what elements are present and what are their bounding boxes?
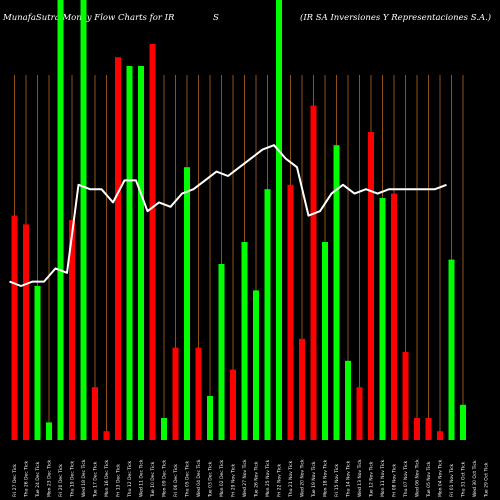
bar-green (253, 290, 259, 440)
x-tick-labels: Fri 27 Dec Tick Thu 26 Dec Tick Tue 24 Dec… (12, 459, 490, 498)
x-tick-label: Fri 08 Nov Tick (392, 464, 398, 497)
x-tick-label: Fri 01 Nov Tick (449, 464, 455, 497)
x-tick-label: Tue 26 Nov Tick (254, 461, 260, 498)
x-tick-label: Mon 16 Dec Tick (104, 459, 110, 497)
x-tick-label: Thu 12 Dec Tick (127, 460, 133, 498)
x-tick-label: Mon 18 Nov Tick (323, 459, 329, 497)
x-tick-label: Fri 27 Dec Tick (12, 464, 18, 497)
x-tick-label: Tue 05 Nov Tick (426, 461, 432, 498)
bar-red (230, 369, 236, 440)
bar-red (425, 418, 432, 440)
x-tick-label: Tue 03 Dec Tick (208, 461, 214, 498)
bar-red (287, 184, 294, 440)
x-tick-label: Mon 04 Nov Tick (438, 459, 444, 497)
x-tick-label: Mon 09 Dec Tick (162, 459, 168, 497)
bar-green (218, 264, 225, 440)
bar-green (241, 242, 248, 440)
bar-green (460, 404, 466, 440)
x-tick-label: Fri 06 Dec Tick (173, 464, 179, 497)
x-tick-label: Thu 14 Nov Tick (346, 460, 352, 498)
x-tick-label: Tue 24 Dec Tick (35, 461, 41, 498)
bar-red (299, 338, 305, 440)
bar-green (322, 242, 328, 440)
bar-red (195, 347, 202, 440)
bar-red (115, 57, 121, 440)
x-tick-label: Tue 10 Dec Tick (150, 461, 156, 498)
bar-green (207, 396, 213, 440)
x-tick-label: Fri 20 Dec Tick (58, 464, 64, 497)
bar-green (345, 360, 351, 440)
x-tick-label: Mon 11 Nov Tick (380, 459, 386, 497)
x-tick-label: Thu 07 Nov Tick (403, 460, 409, 498)
bar-green (126, 66, 133, 440)
x-tick-label: Thu 26 Dec Tick (24, 460, 30, 498)
bar-green (379, 198, 386, 440)
bar-red (69, 220, 75, 440)
x-tick-label: Thu 31 Oct Tick (461, 461, 467, 498)
bar-green (448, 259, 455, 440)
bar-green (333, 145, 340, 440)
bar-green (161, 418, 167, 440)
x-tick-label: Tue 12 Nov Tick (369, 461, 375, 498)
bar-red (414, 418, 420, 440)
x-tick-label: Tue 29 Oct Tick (484, 462, 490, 498)
x-tick-label: Wed 20 Nov Tick (300, 459, 306, 497)
bar-green (264, 189, 271, 440)
x-tick-label: Wed 27 Nov Tick (242, 459, 248, 497)
money-flow-line (9, 144, 447, 287)
x-tick-label: Fri 22 Nov Tick (277, 464, 283, 497)
x-tick-label: Mon 25 Nov Tick (265, 459, 271, 497)
x-tick-label: Mon 23 Dec Tick (47, 459, 53, 497)
x-tick-label: Thu 19 Dec Tick (70, 460, 76, 498)
bar-red (356, 387, 363, 440)
line-series (9, 144, 447, 287)
x-tick-label: Thu 05 Dec Tick (185, 460, 191, 498)
x-tick-label: Tue 17 Dec Tick (93, 461, 99, 498)
bar-red (391, 193, 397, 440)
chart-title-mid: S (213, 13, 219, 23)
bar-green (34, 286, 41, 440)
chart-title-right: (IR SA Inversiones Y Representaciones S.… (300, 13, 492, 23)
x-tick-label: Thu 21 Nov Tick (288, 460, 294, 498)
bar-red (402, 352, 409, 440)
bar-red (437, 431, 443, 440)
bar-series (11, 0, 466, 440)
bar-green (276, 0, 282, 440)
bar-green (46, 422, 52, 440)
bar-red (11, 215, 18, 440)
bar-red (368, 132, 374, 440)
bar-red (172, 347, 179, 440)
bar-green (57, 0, 64, 440)
x-tick-label: Tue 19 Nov Tick (311, 461, 317, 498)
chart-title-left: MunafaSutra Money Flow Charts for IR (3, 13, 175, 23)
bar-green (184, 167, 190, 440)
bar-red (23, 224, 29, 440)
bar-green (138, 66, 144, 440)
x-tick-label: Wed 30 Oct Tick (472, 460, 478, 497)
bar-green (80, 0, 87, 440)
bar-red (92, 387, 98, 440)
x-tick-label: Fri 29 Nov Tick (231, 464, 237, 497)
bar-red (310, 105, 317, 440)
x-tick-label: Mon 02 Dec Tick (219, 459, 225, 497)
x-tick-label: Fri 15 Nov Tick (334, 464, 340, 497)
x-tick-label: Wed 18 Dec Tick (81, 459, 87, 497)
x-tick-label: Wed 13 Nov Tick (357, 459, 363, 497)
bar-red (149, 44, 156, 440)
x-tick-label: Wed 04 Dec Tick (196, 459, 202, 497)
bar-red (103, 431, 110, 440)
x-tick-label: Wed 11 Dec Tick (139, 459, 145, 497)
x-tick-label: Wed 06 Nov Tick (415, 459, 421, 497)
x-tick-label: Fri 13 Dec Tick (116, 464, 122, 497)
